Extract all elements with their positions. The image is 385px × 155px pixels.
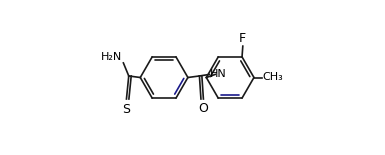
Text: O: O xyxy=(198,102,208,115)
Text: S: S xyxy=(122,103,130,116)
Text: CH₃: CH₃ xyxy=(263,73,284,82)
Text: F: F xyxy=(239,32,246,45)
Text: H₂N: H₂N xyxy=(101,52,122,62)
Text: HN: HN xyxy=(210,69,226,79)
